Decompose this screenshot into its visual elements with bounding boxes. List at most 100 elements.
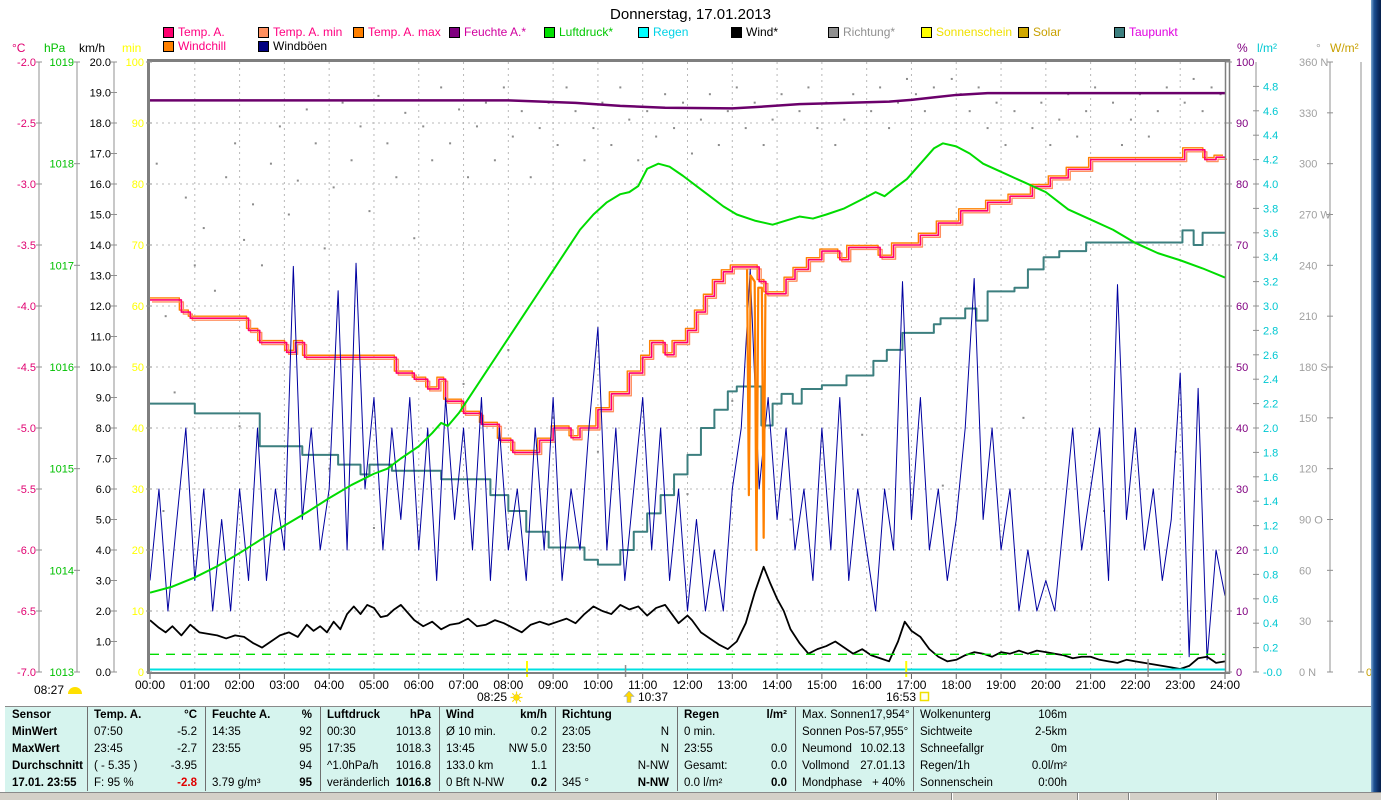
table-row: 17:35 1018.3 — [321, 741, 439, 758]
svg-text:4.8: 4.8 — [1263, 81, 1278, 93]
svg-text:02:00: 02:00 — [225, 678, 255, 692]
svg-text:13.0: 13.0 — [90, 271, 111, 283]
svg-text:12:00: 12:00 — [672, 678, 702, 692]
table-row: 0 Bft N-NW 0.2 — [440, 774, 555, 791]
table-row: 17.01. 23:55 — [6, 774, 87, 791]
svg-text:16.0: 16.0 — [90, 179, 111, 191]
svg-text:2.4: 2.4 — [1263, 374, 1278, 386]
legend-swatch — [258, 26, 269, 38]
svg-text:150: 150 — [1299, 413, 1317, 425]
svg-text:18.0: 18.0 — [90, 118, 111, 130]
cell-value: -2.8 — [177, 776, 197, 789]
chart-legend: Temp. A. Temp. A. min Temp. A. max Feuchte … — [0, 0, 1381, 58]
svg-text:1016: 1016 — [50, 362, 74, 374]
table-row: 23:55 0.0 — [678, 741, 795, 758]
svg-text:07:00: 07:00 — [449, 678, 479, 692]
svg-text:2.0: 2.0 — [1263, 423, 1278, 435]
axis-degC: °C -2.0 -2.5 -3.0 -3.5 -4.0 -4.5 -5.0 -5.5 -6.0 -6… — [12, 41, 42, 679]
col-unit: hPa — [409, 709, 431, 722]
cell-value: 1016.8 — [395, 776, 431, 789]
legend-label: Luftdruck* — [559, 25, 614, 39]
legend-label: Temp. A. min — [273, 25, 343, 39]
axis-lm2: l/m² 4.8 4.6 4.4 4.2 4.0 3.8 3.6 3.4 3.2 3.0 2.8 2.6… — [1253, 41, 1282, 679]
svg-text:60: 60 — [1299, 565, 1311, 577]
svg-text:00:00: 00:00 — [135, 678, 165, 692]
moon-time-annotation: 08:27 — [34, 683, 83, 697]
svg-text:1017: 1017 — [50, 260, 74, 272]
svg-text:08:00: 08:00 — [493, 678, 523, 692]
table-row: 00:30 1013.8 — [321, 724, 439, 741]
svg-text:13:00: 13:00 — [717, 678, 747, 692]
cell-value: N — [660, 742, 669, 755]
cell-value: NW 5.0 — [508, 742, 547, 755]
svg-text:14.0: 14.0 — [90, 240, 111, 252]
row-label: 17.01. 23:55 — [12, 776, 77, 789]
table-col-regen: Regen l/m² 0 min. 23:55 0.0 Gesamt: 0.0 0.0 l/m… — [677, 707, 795, 791]
cell-value: 0.0l/m² — [1031, 759, 1067, 772]
cell-label: Schneefallgr — [920, 742, 984, 755]
svg-text:70: 70 — [132, 240, 144, 252]
svg-text:-5.5: -5.5 — [17, 484, 36, 496]
moonrise-time: 10:37 — [638, 690, 669, 704]
legend-label: Temp. A. max — [368, 25, 441, 39]
cell-label: ^1.0hPa/h — [327, 759, 379, 772]
table-col-luftdruck: Luftdruck hPa 00:30 1013.8 17:35 1018.3 ^1.0hP… — [320, 707, 439, 791]
svg-text:23:00: 23:00 — [1165, 678, 1195, 692]
col-header: Regen — [684, 709, 720, 722]
axis-deg: ° 360 N 330 300 270 W 240 210 180 S 150 120 90 O 60… — [1299, 41, 1333, 679]
cell-value: N — [660, 726, 669, 739]
table-row: Sichtweite 2-5km — [914, 724, 1075, 741]
svg-text:120: 120 — [1299, 464, 1317, 476]
table-row: Wolkenunterg 106m — [914, 707, 1075, 724]
svg-text:11:00: 11:00 — [628, 678, 657, 692]
svg-text:20:00: 20:00 — [1031, 678, 1061, 692]
cell-value: 10.02.13 — [860, 742, 905, 755]
series-richtung — [155, 77, 1222, 529]
table-row: Regen l/m² — [678, 707, 795, 724]
svg-text:km/h: km/h — [79, 41, 105, 55]
cell-value: 0.0 — [771, 759, 787, 772]
table-row: Temp. A. °C — [88, 707, 205, 724]
legend-item-temp-a-min: Temp. A. min — [258, 25, 342, 39]
status-bar — [0, 792, 1381, 800]
legend-item-windb-en: Windböen — [258, 39, 327, 53]
svg-text:2.2: 2.2 — [1263, 399, 1278, 411]
sun-icon — [510, 691, 523, 703]
svg-text:16:00: 16:00 — [852, 678, 882, 692]
sensor-stats-table: Sensor MinWert MaxWert Durchschnitt 17.01. 2… — [5, 706, 1372, 793]
cell-label: Neumond — [802, 742, 852, 755]
x-axis-labels: 00:00 01:00 02:00 03:00 04:00 05:00 06:00 07:00… — [135, 678, 1240, 692]
legend-item-regen: Regen — [638, 25, 688, 39]
table-row: Sensor — [6, 707, 87, 724]
table-col-richtung: Richtung 23:05 N 23:50 N N-NW 345 ° N-NW — [555, 707, 677, 791]
status-bar-divider — [1077, 793, 1079, 800]
svg-text:04:00: 04:00 — [314, 678, 344, 692]
svg-text:15.0: 15.0 — [90, 210, 111, 222]
series-taupunkt — [150, 229, 1225, 566]
table-row: 0 min. — [678, 724, 795, 741]
series-wind — [149, 565, 1226, 670]
svg-text:-0.0: -0.0 — [1263, 667, 1282, 679]
cell-label: Regen/1h — [920, 759, 970, 772]
cell-label: Max. Sonnen — [802, 709, 870, 722]
col-unit: °C — [184, 709, 197, 722]
cell-value: 0m — [1051, 742, 1067, 755]
legend-item-wind-: Wind* — [731, 25, 778, 39]
svg-text:20: 20 — [132, 545, 144, 557]
svg-text:60: 60 — [1236, 301, 1248, 313]
svg-text:1013: 1013 — [50, 667, 74, 679]
table-col-wind: Wind km/h Ø 10 min. 0.2 13:45 NW 5.0 133.0 km 1… — [439, 707, 555, 791]
svg-text:-3.5: -3.5 — [17, 240, 36, 252]
cell-value: 0:00h — [1038, 776, 1067, 789]
svg-text:min: min — [122, 41, 141, 55]
legend-item-luftdruck-: Luftdruck* — [544, 25, 613, 39]
svg-text:%: % — [1237, 41, 1248, 55]
table-row: veränderlich 1016.8 — [321, 774, 439, 791]
svg-text:-4.5: -4.5 — [17, 362, 36, 374]
cell-label: Sichtweite — [920, 726, 973, 739]
table-col-sensor: Sensor MinWert MaxWert Durchschnitt 17.01. 2… — [6, 707, 87, 791]
series-luftdruck — [149, 142, 1226, 594]
svg-text:1019: 1019 — [50, 57, 74, 69]
table-row: 23:05 N — [556, 724, 677, 741]
svg-text:40: 40 — [1236, 423, 1248, 435]
